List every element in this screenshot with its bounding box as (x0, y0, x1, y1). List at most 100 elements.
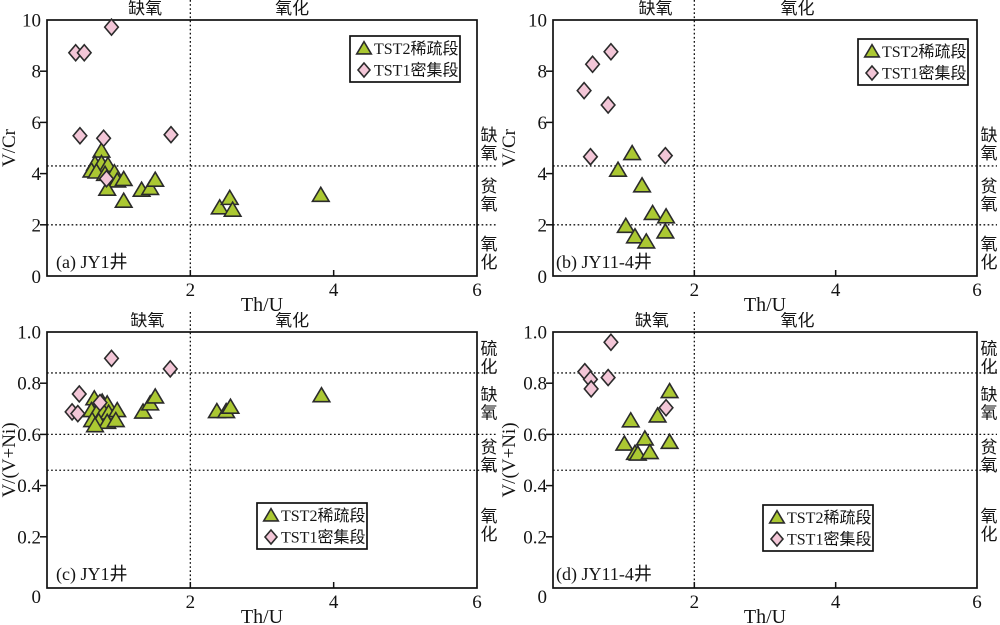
legend-marker-diamond (864, 64, 880, 82)
data-point-tst1 (603, 42, 619, 61)
y-axis-tick-label: 8 (538, 62, 548, 83)
y-axis-tick-label: 0 (32, 267, 42, 288)
x-axis-tick-label: 6 (472, 280, 482, 301)
x-axis-tick-label: 6 (972, 592, 982, 613)
panel-label: (c) JY1井 (56, 564, 127, 585)
data-point-tst1 (103, 17, 120, 37)
plot-border (552, 19, 978, 277)
legend-marker-triangle (863, 43, 881, 58)
y-axis-tick-label: 0.4 (17, 476, 41, 497)
legend-marker-diamond (769, 530, 785, 548)
zone-label-top: 氧化 (275, 0, 309, 18)
data-point-tst2 (636, 232, 656, 249)
zone-label-top: 缺氧 (635, 312, 669, 330)
data-point-tst2 (222, 200, 243, 217)
y-axis-tick-label: 10 (528, 11, 547, 32)
x-axis-tick-label: 6 (472, 592, 482, 613)
legend-box (762, 504, 874, 552)
y-axis-tick-label: 1.0 (17, 323, 41, 344)
legend-marker-triangle (768, 509, 786, 524)
x-axis-tick-label: 2 (690, 280, 700, 301)
zone-label-right: 氧化 (981, 235, 998, 272)
panel-label: (d) JY11-4井 (556, 564, 652, 585)
legend-marker-diamond (263, 528, 279, 546)
x-axis-tick-label: 4 (831, 592, 841, 613)
panel-b-vcr-jy11-4: 0 2 4 6 8 10 2 4 6 Th/U V/Cr 缺氧 氧化 缺氧 贫氧 氧化 (b) JY11-4井 T… (499, 0, 1000, 316)
data-point-tst1 (600, 368, 616, 387)
legend: TST2稀疏段 TST1密集段 (857, 38, 969, 86)
y-axis-tick-label: 1.0 (523, 323, 547, 344)
data-point-tst1 (582, 147, 599, 166)
chart-c: 00.20.40.60.81.02 4 6Th/UV/(V+Ni)缺氧 氧化硫化缺氧贫… (0, 311, 498, 625)
zone-label-right: 氧化 (481, 507, 498, 544)
y-axis-tick-label: 10 (22, 11, 41, 32)
y-axis-tick-label: 4 (32, 164, 42, 185)
data-point-tst2 (640, 442, 660, 460)
y-axis-tick-label: 4 (538, 164, 548, 185)
zone-label-right: 硫化 (981, 340, 998, 377)
y-axis-tick-label: 2 (538, 215, 548, 236)
zone-label-right: 氧化 (981, 507, 998, 544)
data-point-tst1 (163, 125, 179, 144)
y-axis-title: V/Cr (0, 128, 20, 167)
x-axis-tick-label: 6 (972, 280, 982, 301)
legend-item-label: TST2稀疏段 (787, 509, 871, 527)
data-point-tst2 (642, 203, 663, 221)
legend-item-label: TST1密集段 (374, 62, 458, 80)
data-point-tst2 (621, 411, 641, 428)
zone-label-right: 缺氧 (481, 126, 498, 163)
zone-label-top: 氧化 (275, 312, 309, 330)
data-point-tst1 (583, 379, 600, 399)
zone-label-top: 氧化 (781, 312, 815, 330)
plot-border (552, 331, 978, 589)
data-point-tst1 (92, 393, 108, 412)
y-axis-tick-label: 0.6 (17, 425, 41, 446)
y-axis-tick-label: 2 (32, 215, 42, 236)
data-point-tst2 (311, 386, 332, 403)
data-point-tst2 (608, 160, 628, 178)
data-point-tst2 (85, 416, 105, 433)
data-point-tst2 (113, 169, 134, 187)
zone-label-right: 贫氧 (981, 438, 998, 475)
y-axis-title: V/(V+Ni) (500, 422, 520, 497)
data-point-tst1 (584, 55, 601, 74)
y-axis-tick-label: 0.2 (523, 527, 547, 548)
y-axis-tick-label: 0.4 (523, 476, 547, 497)
legend-item-label: TST1密集段 (882, 65, 966, 83)
x-axis-title: Th/U (241, 294, 284, 313)
zone-label-right: 贫氧 (481, 438, 498, 475)
data-point-tst1 (98, 169, 115, 188)
legend-box (349, 35, 461, 83)
x-axis-tick-label: 4 (329, 592, 339, 613)
data-point-tst2 (622, 144, 642, 161)
panel-c-vvni-jy1: 0 0.2 0.4 0.6 0.8 1.0 2 4 6 Th/U V/(V+Ni) 缺氧 氧化 硫化 缺氧贫… (0, 311, 500, 625)
zone-label-right: 缺氧 (981, 126, 998, 163)
zone-label-right: 贫氧 (481, 177, 498, 214)
zone-label-right: 贫氧 (981, 177, 998, 214)
panel-label: (a) JY1井 (56, 252, 127, 273)
x-axis-tick-label: 2 (186, 592, 196, 613)
legend-box (857, 38, 969, 86)
legend-item-label: TST1密集段 (787, 531, 871, 549)
data-point-tst1 (576, 81, 592, 100)
legend-marker-triangle (262, 507, 280, 522)
data-point-tst2 (635, 429, 655, 446)
legend-item-label: TST1密集段 (281, 529, 365, 547)
data-point-tst1 (76, 43, 93, 63)
data-point-tst1 (657, 146, 674, 165)
y-axis-title: V/(V+Ni) (0, 422, 20, 497)
plot-border (46, 19, 478, 277)
y-axis-tick-label: 0.6 (523, 425, 547, 446)
x-axis-tick-label: 2 (690, 592, 700, 613)
data-point-tst2 (647, 406, 668, 423)
x-axis-title: Th/U (744, 606, 787, 625)
zone-label-right: 缺氧 (481, 386, 498, 423)
y-axis-tick-label: 6 (538, 113, 548, 134)
data-point-tst2 (220, 188, 240, 206)
y-axis-tick-label: 0 (538, 267, 548, 288)
y-axis-tick-label: 8 (32, 62, 42, 83)
data-point-tst1 (600, 95, 616, 115)
